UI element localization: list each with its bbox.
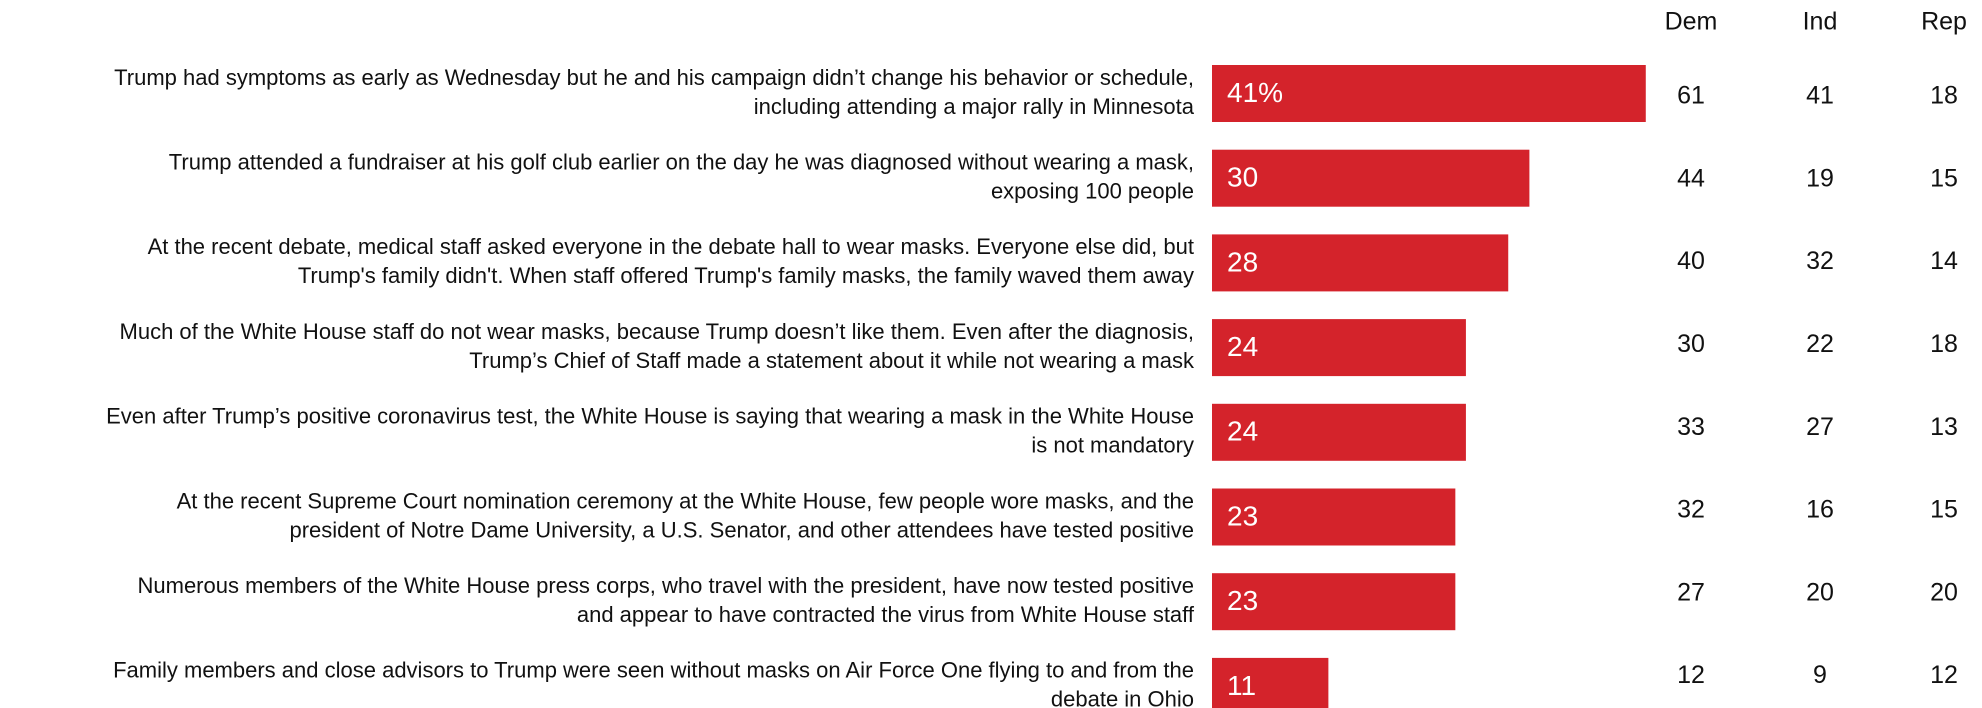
value-label: 30	[1227, 162, 1258, 193]
table-cell: 15	[1930, 164, 1958, 192]
bar	[1212, 488, 1456, 546]
bar	[1212, 403, 1466, 461]
category-label: Family members and close advisors to Tru…	[113, 658, 1194, 683]
table-cell: 19	[1806, 164, 1834, 192]
category-label: At the recent Supreme Court nomination c…	[177, 488, 1194, 513]
bar	[1212, 319, 1466, 377]
table-cell: 12	[1677, 661, 1705, 689]
category-label: including attending a major rally in Min…	[754, 94, 1195, 119]
table-cell: 9	[1813, 661, 1827, 689]
value-label: 28	[1227, 246, 1258, 277]
table-cell: 13	[1930, 413, 1958, 441]
bar	[1212, 149, 1530, 207]
table-cell: 15	[1930, 496, 1958, 524]
table-cell: 61	[1677, 82, 1705, 110]
category-label: president of Notre Dame University, a U.…	[289, 517, 1194, 542]
table-cell: 14	[1930, 247, 1958, 275]
table-cell: 40	[1677, 247, 1705, 275]
table-cell: 32	[1806, 247, 1834, 275]
table-cell: 44	[1677, 164, 1705, 192]
table-cell: 12	[1930, 661, 1958, 689]
category-label: Even after Trump’s positive coronavirus …	[106, 404, 1194, 429]
category-label: Trump had symptoms as early as Wednesday…	[114, 65, 1194, 90]
table-cell: 20	[1930, 578, 1958, 606]
category-label: exposing 100 people	[991, 179, 1194, 204]
category-label: Trump attended a fundraiser at his golf …	[169, 150, 1194, 175]
table-cell: 18	[1930, 330, 1958, 358]
value-label: 24	[1227, 331, 1258, 362]
column-header: Rep	[1921, 8, 1967, 36]
table-cell: 30	[1677, 330, 1705, 358]
column-header: Dem	[1665, 8, 1718, 36]
value-label: 11	[1227, 670, 1256, 701]
category-label: At the recent debate, medical staff aske…	[148, 234, 1194, 259]
column-header: Ind	[1803, 8, 1838, 36]
bar	[1212, 234, 1509, 292]
category-label: Numerous members of the White House pres…	[138, 573, 1195, 598]
bar	[1212, 573, 1456, 631]
category-label: Trump's family didn't. When staff offere…	[298, 263, 1194, 288]
table-cell: 18	[1930, 82, 1958, 110]
table-cell: 27	[1677, 578, 1705, 606]
category-label: debate in Ohio	[1051, 687, 1194, 708]
category-label: is not mandatory	[1031, 433, 1194, 458]
table-cell: 41	[1806, 82, 1834, 110]
value-label: 41%	[1227, 77, 1283, 108]
table-cell: 33	[1677, 413, 1705, 441]
category-label: Much of the White House staff do not wea…	[120, 319, 1194, 344]
table-cell: 16	[1806, 496, 1834, 524]
value-label: 24	[1227, 416, 1258, 447]
category-label: Trump’s Chief of Staff made a statement …	[469, 348, 1195, 373]
table-cell: 20	[1806, 578, 1834, 606]
table-cell: 27	[1806, 413, 1834, 441]
bar	[1212, 65, 1646, 122]
value-label: 23	[1227, 500, 1258, 531]
category-label: and appear to have contracted the virus …	[577, 602, 1195, 627]
bar	[1212, 657, 1329, 708]
value-label: 23	[1227, 585, 1258, 616]
table-cell: 22	[1806, 330, 1834, 358]
table-cell: 32	[1677, 496, 1705, 524]
